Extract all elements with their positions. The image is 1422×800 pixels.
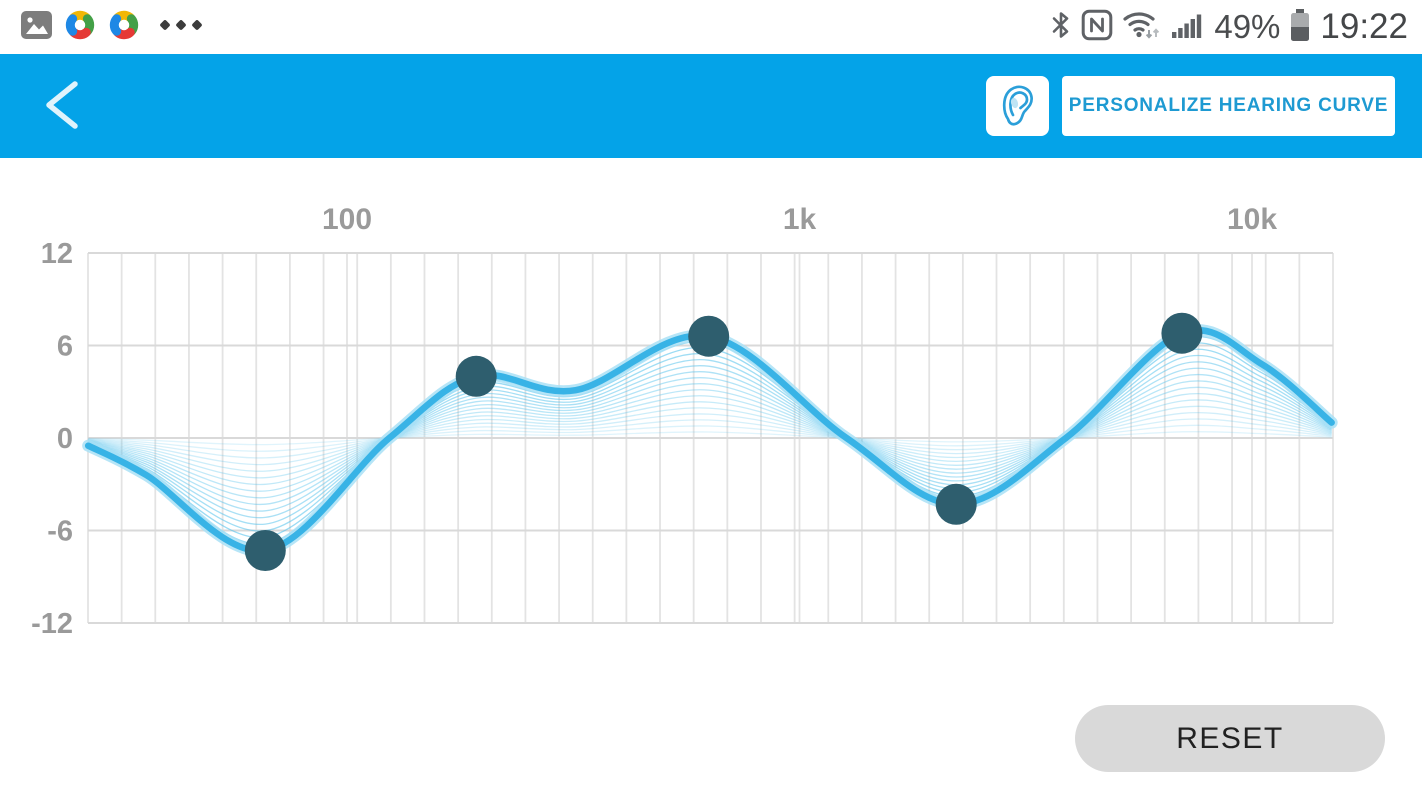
- eq-main-curve: [82, 324, 1338, 557]
- battery-percent-label: 49%: [1214, 8, 1281, 45]
- nfc-icon: [1081, 9, 1113, 46]
- y-axis-label: 12: [41, 238, 73, 270]
- status-bar-system: 49% 19:22: [1050, 0, 1422, 54]
- back-button[interactable]: [24, 68, 100, 144]
- x-axis-label: 10k: [1227, 203, 1277, 236]
- personalize-button-label: PERSONALIZE HEARING CURVE: [1068, 95, 1389, 116]
- signal-icon: [1171, 10, 1205, 45]
- y-axis-label: 6: [57, 330, 73, 362]
- wifi-icon: [1122, 8, 1162, 47]
- eq-band-handle[interactable]: [688, 315, 730, 357]
- y-axis-label: -12: [31, 608, 73, 640]
- y-axis-label: -6: [47, 516, 73, 548]
- pinwheel-app-icon: [63, 8, 97, 47]
- battery-icon: [1289, 8, 1311, 47]
- x-axis-label: 100: [322, 203, 372, 236]
- back-chevron-icon: [42, 80, 82, 133]
- app-header: PERSONALIZE HEARING CURVE: [0, 54, 1422, 158]
- axis-labels: 100 1k 10k 12 6 0 -6 -12: [31, 203, 1277, 640]
- clock-label: 19:22: [1320, 7, 1408, 46]
- chart-grid: [87, 251, 1334, 625]
- eq-band-handle[interactable]: [455, 355, 497, 397]
- eq-band-handle[interactable]: [1161, 312, 1203, 354]
- pinwheel-app-icon: [107, 8, 141, 47]
- gallery-icon: [20, 10, 53, 45]
- reset-button-label: RESET: [1176, 721, 1284, 755]
- x-axis-label: 1k: [783, 203, 817, 236]
- bluetooth-icon: [1050, 9, 1072, 46]
- status-bar: 49% 19:22: [0, 0, 1422, 54]
- eq-band-handles: [244, 312, 1203, 571]
- overflow-dots-icon: [159, 18, 203, 36]
- ear-test-button[interactable]: [986, 76, 1049, 136]
- y-axis-label: 0: [57, 423, 73, 455]
- eq-band-handle[interactable]: [935, 483, 977, 525]
- ear-icon: [998, 81, 1038, 132]
- eq-band-handle[interactable]: [244, 530, 286, 571]
- personalize-hearing-curve-button[interactable]: PERSONALIZE HEARING CURVE: [1062, 76, 1395, 136]
- status-bar-notifications: [0, 8, 203, 47]
- reset-button[interactable]: RESET: [1075, 705, 1385, 772]
